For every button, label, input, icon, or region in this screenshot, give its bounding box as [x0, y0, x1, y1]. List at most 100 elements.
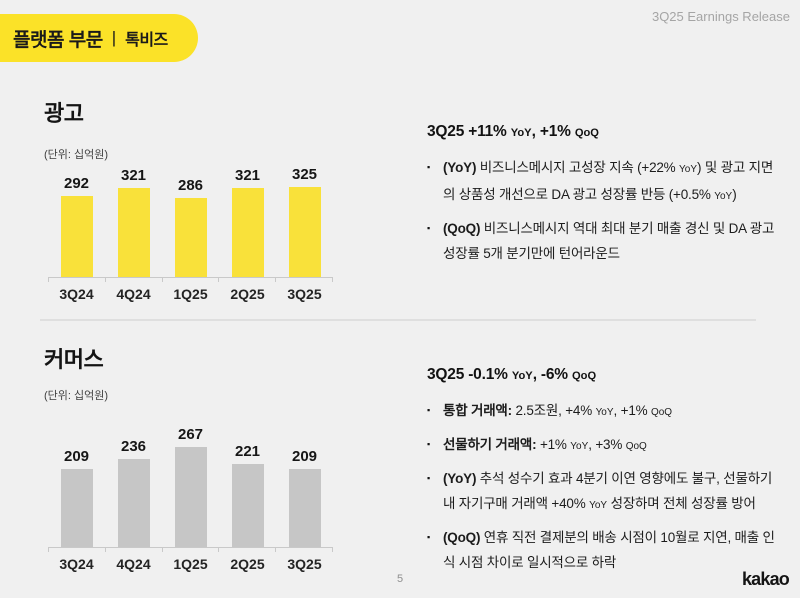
x-axis-labels: 3Q24 4Q24 1Q25 2Q25 3Q25: [48, 556, 333, 572]
bar-group: 286: [162, 177, 219, 277]
text-segment: , -6%: [532, 366, 572, 383]
bar: [117, 188, 150, 277]
axis-tick: [275, 278, 333, 282]
text-segment: 3Q25 -0.1%: [427, 366, 512, 383]
text-segment: 선물하기 거래액:: [443, 437, 537, 452]
text-segment: ) 및 광고 지면의 상품성 개선으로 DA 광고 성장률 반등 (+0.5%: [443, 160, 774, 202]
x-axis-label: 4Q24: [116, 556, 151, 572]
bar-group: 267: [162, 426, 219, 547]
bar-value-label: 286: [177, 177, 204, 194]
unit-label: (단위: 십억원): [44, 149, 109, 161]
bar: [60, 196, 93, 277]
x-axis: [48, 277, 333, 282]
text-segment: , +1%: [613, 403, 651, 418]
bar-value-label: 267: [177, 426, 204, 443]
plot-area: 209 236 267 221 209: [48, 422, 333, 547]
section-title-ads: 광고: [44, 101, 84, 126]
bar-group: 325: [276, 166, 333, 277]
bullet-item: ▪ (YoY) 추석 성수기 효과 4분기 이연 영향에도 불구, 선물하기 내 …: [427, 466, 785, 518]
text-segment: YoY: [510, 127, 532, 139]
x-axis-label: 1Q25: [173, 286, 208, 302]
bar-group: 209: [276, 448, 333, 547]
section-badge: 플랫폼 부문 | 톡비즈: [0, 14, 198, 62]
bar: [288, 469, 321, 547]
text-segment: QoQ: [625, 441, 647, 452]
bullet-marker: ▪: [427, 405, 431, 415]
bullet-item: ▪ 선물하기 거래액: +1% YoY, +3% QoQ: [427, 432, 785, 459]
summary-heading: 3Q25 -0.1% YoY, -6% QoQ: [427, 366, 785, 384]
bar: [231, 188, 264, 277]
x-axis-label: 3Q25: [287, 556, 322, 572]
x-axis-label: 2Q25: [230, 286, 265, 302]
bar-group: 221: [219, 443, 276, 547]
text-segment: , +1%: [531, 123, 575, 140]
text-segment: YoY: [679, 164, 698, 175]
text-segment: (QoQ): [443, 530, 484, 545]
text-segment: QoQ: [574, 127, 599, 139]
unit-label: (단위: 십억원): [44, 390, 109, 402]
bullet-marker: ▪: [427, 162, 431, 172]
axis-tick: [218, 548, 275, 552]
bullet-text: (YoY) 추석 성수기 효과 4분기 이연 영향에도 불구, 선물하기 내 자…: [443, 466, 785, 518]
bullet-text: (QoQ) 비즈니스메시지 역대 최대 분기 매출 경신 및 DA 광고 성장률…: [443, 216, 785, 266]
bar-value-label: 292: [63, 175, 90, 192]
bar-value-label: 321: [120, 167, 147, 184]
text-segment: QoQ: [572, 370, 597, 382]
text-segment: +1%: [536, 437, 571, 452]
x-axis-label: 1Q25: [173, 556, 208, 572]
text-segment: (YoY): [443, 471, 480, 486]
bar-group: 236: [105, 438, 162, 547]
bar-group: 292: [48, 175, 105, 277]
badge-secondary-label: 톡비즈: [125, 32, 168, 49]
axis-tick: [218, 278, 275, 282]
badge-separator: |: [111, 28, 117, 47]
bullet-marker: ▪: [427, 439, 431, 449]
text-segment: 3Q25 +11%: [427, 123, 511, 140]
kakao-logo: kakao: [741, 569, 790, 589]
axis-tick: [48, 278, 105, 282]
x-axis-label: 3Q25: [287, 286, 322, 302]
text-segment: 비즈니스메시지 역대 최대 분기 매출 경신 및 DA 광고 성장률 5개 분기…: [443, 221, 775, 261]
axis-tick: [161, 278, 219, 282]
commerce-summary: 3Q25 -0.1% YoY, -6% QoQ ▪ 통합 거래액: 2.5조원, +…: [427, 366, 785, 582]
text-segment: YoY: [595, 407, 614, 418]
bullet-item: ▪ (QoQ) 연휴 직전 결제분의 배송 시점이 10월로 지연, 매출 인식 …: [427, 525, 785, 575]
section-title-commerce: 커머스: [44, 347, 104, 372]
bar: [60, 469, 93, 547]
ads-bar-chart: 292 321 286 321 325 3Q24 4Q24 1Q25 2Q25 3Q25: [48, 162, 333, 302]
text-segment: (QoQ): [443, 221, 484, 236]
axis-tick: [48, 548, 105, 552]
text-segment: QoQ: [650, 407, 673, 418]
axis-tick: [104, 548, 162, 552]
page-number: 5: [396, 573, 404, 585]
bullet-list: ▪ 통합 거래액: 2.5조원, +4% YoY, +1% QoQ ▪ 선물하기 거래…: [427, 398, 785, 575]
bar: [117, 459, 150, 547]
bar: [231, 464, 264, 547]
bar-group: 209: [48, 448, 105, 547]
text-segment: 추석 성수기 효과 4분기 이연 영향에도 불구, 선물하기 내 자기구매 거래…: [443, 471, 773, 511]
plot-area: 292 321 286 321 325: [48, 162, 333, 277]
x-axis: [48, 547, 333, 552]
bullet-item: ▪ (QoQ) 비즈니스메시지 역대 최대 분기 매출 경신 및 DA 광고 성장…: [427, 216, 785, 266]
x-axis-label: 3Q24: [59, 286, 94, 302]
bullet-text: (YoY) 비즈니스메시지 고성장 지속 (+22% YoY) 및 광고 지면의…: [443, 155, 785, 209]
bullet-marker: ▪: [427, 223, 431, 233]
axis-tick: [161, 548, 219, 552]
bullet-text: 통합 거래액: 2.5조원, +4% YoY, +1% QoQ: [443, 398, 785, 425]
bar-value-label: 325: [291, 166, 318, 183]
axis-tick: [275, 548, 333, 552]
bar-value-label: 209: [291, 448, 318, 465]
x-axis-label: 3Q24: [59, 556, 94, 572]
text-segment: YoY: [589, 500, 608, 511]
bullet-list: ▪ (YoY) 비즈니스메시지 고성장 지속 (+22% YoY) 및 광고 지면…: [427, 155, 785, 266]
text-segment: , +3%: [588, 437, 626, 452]
section-divider: [40, 319, 756, 321]
badge-primary-label: 플랫폼 부문: [13, 29, 103, 51]
bar: [288, 187, 321, 277]
bullet-item: ▪ 통합 거래액: 2.5조원, +4% YoY, +1% QoQ: [427, 398, 785, 425]
ads-summary: 3Q25 +11% YoY, +1% QoQ ▪ (YoY) 비즈니스메시지 고성장…: [427, 123, 785, 273]
text-segment: YoY: [570, 441, 589, 452]
text-segment: 통합 거래액:: [443, 403, 512, 418]
bullet-marker: ▪: [427, 473, 431, 483]
